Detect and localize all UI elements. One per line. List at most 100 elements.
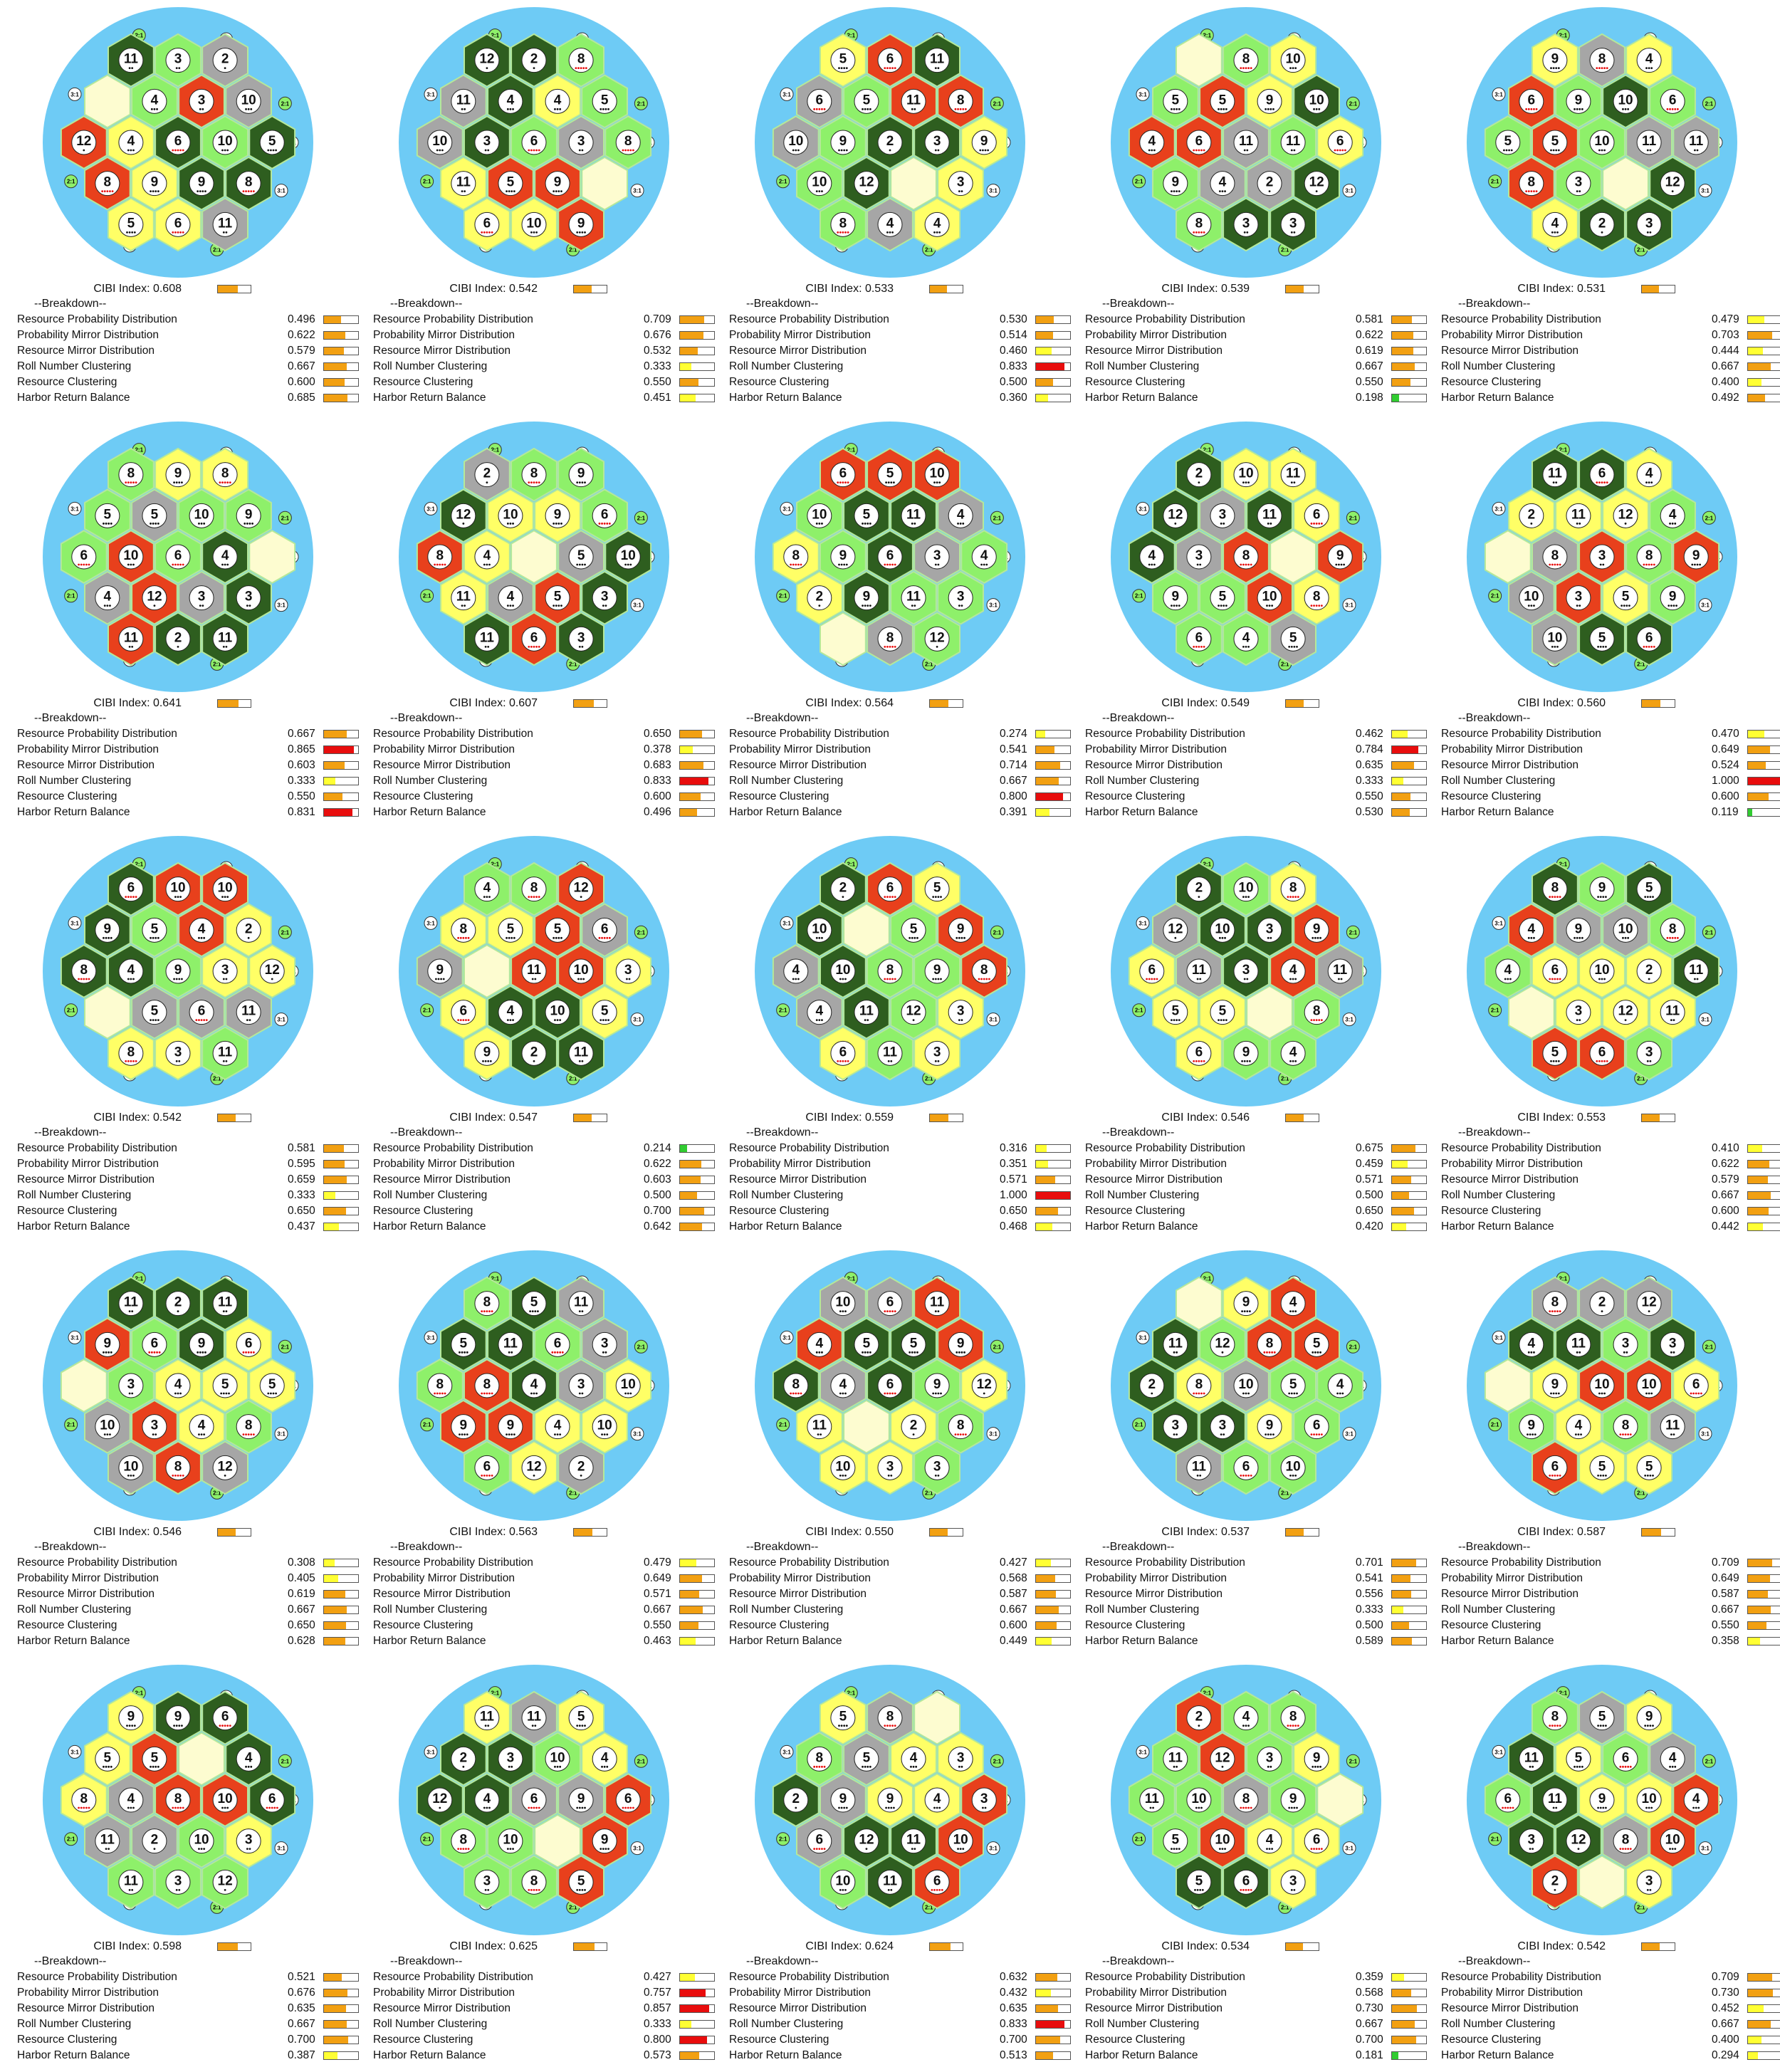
probability-dot xyxy=(127,1059,130,1062)
metric-row: Probability Mirror Distribution 0.622 xyxy=(373,1158,715,1173)
number-token: 4 xyxy=(839,1377,847,1392)
number-token: 4 xyxy=(933,1791,941,1806)
probability-dot xyxy=(1313,108,1315,110)
hex-tile: 3 xyxy=(913,1026,960,1081)
harbor-marker: 2:1 xyxy=(990,925,1004,939)
probability-dot xyxy=(1648,645,1650,648)
probability-dot xyxy=(1272,1433,1274,1436)
hex-tile: 6 xyxy=(913,1855,960,1910)
hex-tile: 11 xyxy=(1246,488,1293,543)
metric-value: 0.675 xyxy=(1356,1142,1383,1154)
probability-dot xyxy=(627,1806,629,1809)
probability-dot xyxy=(818,1848,821,1851)
cibi-index-bar xyxy=(929,285,963,293)
number-token: 9 xyxy=(839,548,847,563)
probability-dot xyxy=(889,978,891,980)
metric-row: Resource Probability Distribution 0.709 xyxy=(1441,1971,1780,1987)
number-token: 11 xyxy=(456,590,471,605)
probability-dot xyxy=(108,1351,110,1354)
probability-dot xyxy=(1242,896,1245,899)
probability-dot xyxy=(1599,563,1602,566)
probability-dot xyxy=(1315,1019,1318,1022)
probability-dot xyxy=(509,1019,512,1022)
number-token: 11 xyxy=(1145,1791,1160,1806)
metric-bar xyxy=(1035,1160,1071,1168)
metric-value: 0.214 xyxy=(644,1142,671,1154)
probability-dot xyxy=(1581,1765,1583,1768)
probability-dot xyxy=(1176,1019,1178,1022)
metric-row: Harbor Return Balance 0.492 xyxy=(1441,392,1780,407)
probability-dot xyxy=(1269,1765,1272,1768)
metric-bar xyxy=(323,792,359,801)
metric-value: 0.400 xyxy=(1712,2034,1739,2046)
number-token: 4 xyxy=(483,548,491,563)
probability-dot xyxy=(938,481,941,484)
probability-dot xyxy=(1669,1848,1671,1851)
probability-dot xyxy=(1695,1806,1697,1809)
hex-tile: 4 xyxy=(487,985,534,1040)
hex-tile: 6 xyxy=(867,1359,913,1413)
probability-dot xyxy=(862,1351,864,1354)
harbor-marker: 3:1 xyxy=(986,1427,1000,1441)
probability-dot xyxy=(1645,481,1648,484)
svg-text:3:1: 3:1 xyxy=(1494,1749,1503,1755)
probability-dot xyxy=(1313,1848,1315,1851)
probability-dot xyxy=(155,1433,157,1436)
harbor-marker: 3:1 xyxy=(780,87,794,101)
probability-dot xyxy=(457,1019,460,1022)
metric-bar xyxy=(1747,1989,1780,1997)
svg-text:3:1: 3:1 xyxy=(633,1017,642,1023)
svg-text:2:1: 2:1 xyxy=(67,1836,75,1843)
metric-name: Resource Clustering xyxy=(17,1619,117,1631)
probability-dot xyxy=(1269,522,1272,525)
number-token: 2 xyxy=(245,921,253,936)
harbor-marker: 3:1 xyxy=(424,1330,438,1344)
probability-dot xyxy=(584,231,586,234)
metric-row: Roll Number Clustering 0.667 xyxy=(373,1603,715,1619)
harbor-marker: 3:1 xyxy=(1136,1744,1150,1759)
probability-dot xyxy=(842,1474,844,1477)
metric-value: 0.274 xyxy=(1000,728,1027,740)
probability-dot xyxy=(511,936,513,939)
probability-dot xyxy=(1674,1765,1677,1768)
probability-dot xyxy=(1267,522,1269,525)
probability-dot xyxy=(1315,605,1318,607)
number-token: 3 xyxy=(221,963,229,978)
probability-dot xyxy=(1579,522,1581,525)
svg-text:2:1: 2:1 xyxy=(847,862,855,868)
number-token: 9 xyxy=(1313,1750,1321,1765)
metric-name: Harbor Return Balance xyxy=(729,1220,842,1233)
metric-row: Harbor Return Balance 0.463 xyxy=(373,1635,715,1650)
number-token: 8 xyxy=(1195,216,1203,231)
hex-tile: 10 xyxy=(604,1359,652,1413)
probability-dot xyxy=(606,1433,609,1436)
metric-name: Resource Probability Distribution xyxy=(729,728,889,740)
probability-dot xyxy=(1648,563,1650,566)
svg-text:3:1: 3:1 xyxy=(989,1017,998,1023)
number-token: 3 xyxy=(601,1336,609,1351)
hex-tile xyxy=(84,985,131,1040)
probability-dot xyxy=(1672,1351,1675,1354)
probability-dot xyxy=(624,1806,627,1809)
metric-row: Resource Probability Distribution 0.274 xyxy=(729,728,1071,743)
probability-dot xyxy=(275,149,278,152)
probability-dot xyxy=(933,1888,936,1891)
hex-tile: 8 xyxy=(1532,530,1579,584)
probability-dot xyxy=(1669,936,1671,939)
probability-dot xyxy=(486,563,488,566)
hex-tile: 3 xyxy=(1579,530,1625,584)
number-token: 4 xyxy=(245,1750,253,1765)
probability-dot xyxy=(964,108,967,110)
probability-dot xyxy=(174,1474,177,1477)
metric-value: 0.333 xyxy=(1356,775,1383,787)
probability-dot xyxy=(462,936,465,939)
probability-dot xyxy=(1555,1806,1558,1809)
probability-dot xyxy=(245,1765,247,1768)
metric-row: Harbor Return Balance 0.589 xyxy=(1085,1635,1427,1650)
probability-dot xyxy=(461,1351,464,1354)
hex-tile xyxy=(843,903,890,958)
metric-row: Resource Mirror Distribution 0.603 xyxy=(373,1173,715,1189)
metric-value: 0.857 xyxy=(644,2002,671,2014)
harbor-marker: 3:1 xyxy=(630,598,644,612)
cibi-index-label: CIBI Index: 0.563 xyxy=(449,1526,538,1538)
